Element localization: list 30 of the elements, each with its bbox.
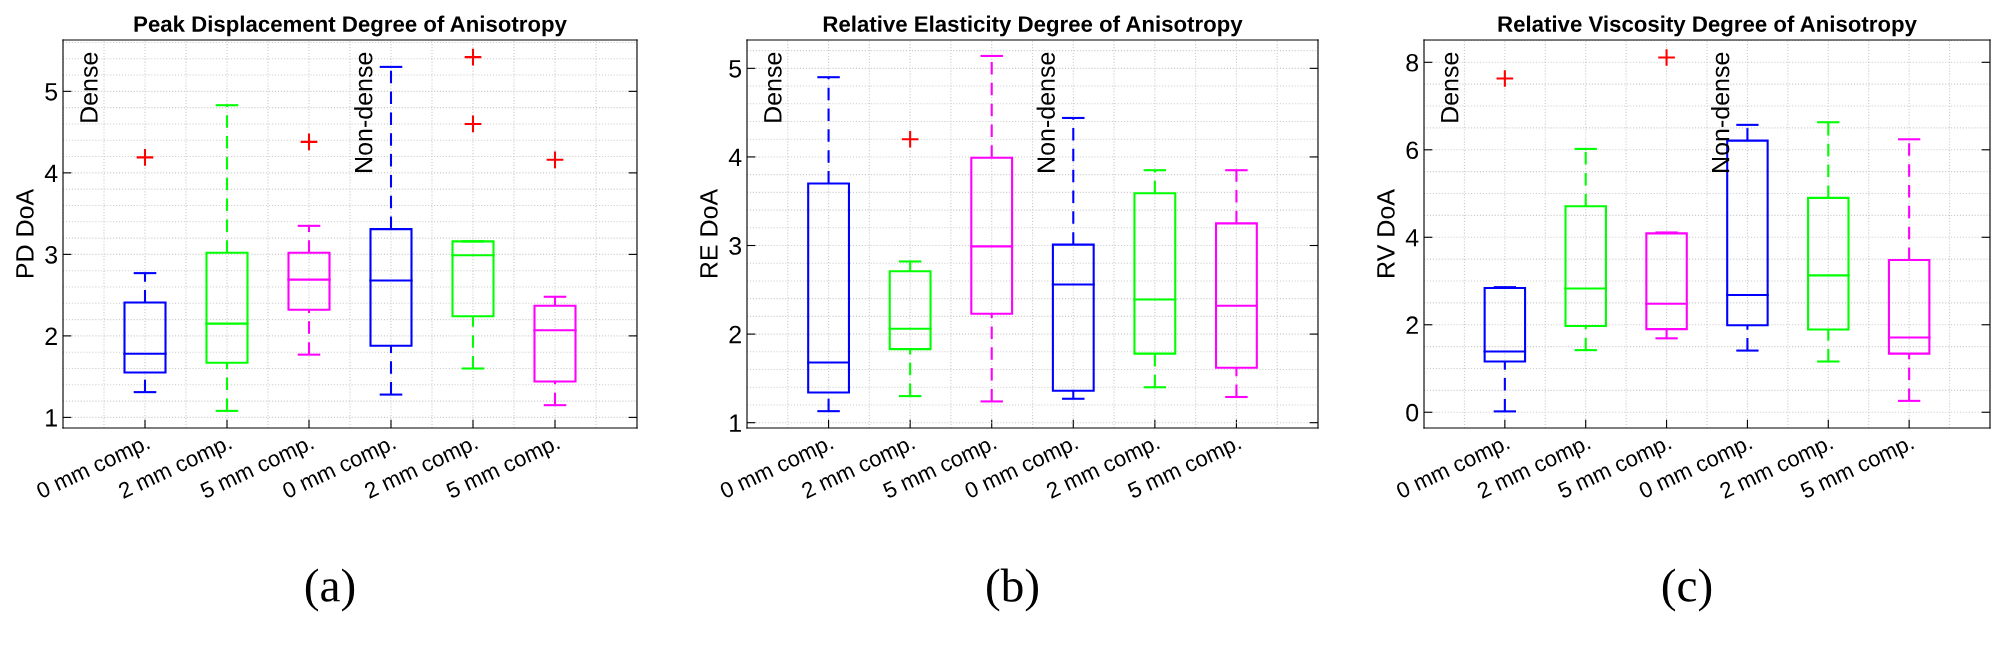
text: (c) <box>1662 568 1712 612</box>
y-tick-label: 4 <box>1405 229 1419 247</box>
y-tick-label: 2 <box>1406 316 1418 334</box>
y-tick-label: 5 <box>729 60 742 78</box>
annotation: Dense <box>1441 52 1459 122</box>
y-tick-label: 3 <box>729 237 742 255</box>
chart-title: Peak Displacement Degree of Anisotropy <box>134 15 567 37</box>
y-tick-label: 2 <box>729 325 741 344</box>
y-tick-label: 0 <box>1406 403 1419 422</box>
annotation: Non-dense <box>354 52 373 172</box>
annotation: Non-dense <box>1036 52 1055 172</box>
y-axis-title: RV DoA <box>1377 189 1395 277</box>
y-tick-label: 2 <box>45 327 57 345</box>
y-axis-title: PD DoA <box>16 188 34 278</box>
y-tick-label: 8 <box>1406 53 1419 72</box>
annotation: Non-dense <box>1711 52 1730 172</box>
y-tick-label: 3 <box>45 245 58 264</box>
annotation: Dense <box>764 52 782 122</box>
text: (b) <box>987 568 1038 612</box>
y-tick-label: 4 <box>728 148 742 166</box>
y-tick-label: 1 <box>46 409 57 427</box>
text: (a) <box>305 568 355 612</box>
y-tick-label: 1 <box>730 414 741 432</box>
y-tick-label: 6 <box>1406 141 1419 160</box>
y-tick-label: 5 <box>45 83 58 101</box>
chart-title: Relative Elasticity Degree of Anisotropy <box>823 15 1243 37</box>
y-axis-title: RE DoA <box>700 188 718 278</box>
chart-title: Relative Viscosity Degree of Anisotropy <box>1498 15 1917 37</box>
y-tick-label: 4 <box>44 164 58 182</box>
annotation: Dense <box>80 52 98 122</box>
